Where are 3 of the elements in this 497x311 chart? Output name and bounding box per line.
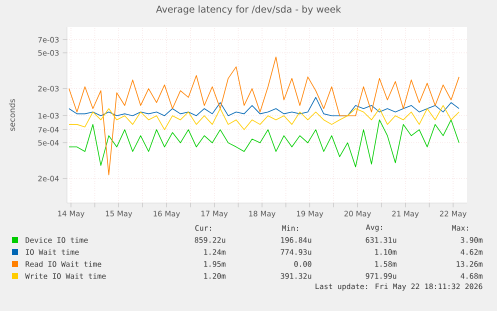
line-series (68, 119, 460, 168)
line-series (68, 105, 460, 130)
chart-title: Average latency for /dev/sda - by week (156, 5, 342, 15)
